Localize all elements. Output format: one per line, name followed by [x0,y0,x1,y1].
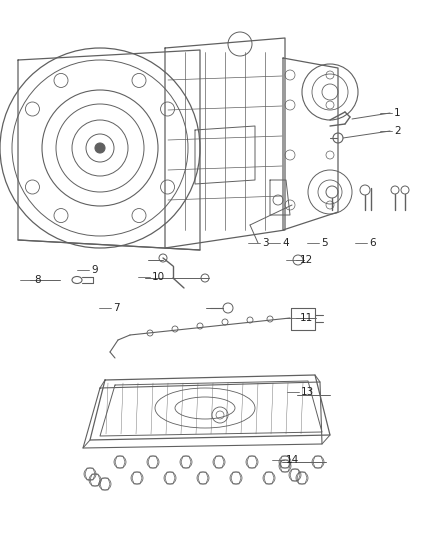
Text: 3: 3 [262,238,268,248]
Text: 13: 13 [301,387,314,397]
Text: 5: 5 [321,238,328,248]
Circle shape [95,143,105,153]
Text: 1: 1 [394,108,401,118]
Text: 14: 14 [286,455,299,465]
Text: 12: 12 [300,255,313,265]
Text: 6: 6 [369,238,376,248]
Text: 4: 4 [282,238,289,248]
Text: 10: 10 [152,272,165,282]
Text: 2: 2 [394,126,401,136]
Text: 9: 9 [91,265,98,275]
Text: 8: 8 [34,275,41,285]
Text: 11: 11 [300,313,313,323]
Text: 7: 7 [113,303,120,313]
